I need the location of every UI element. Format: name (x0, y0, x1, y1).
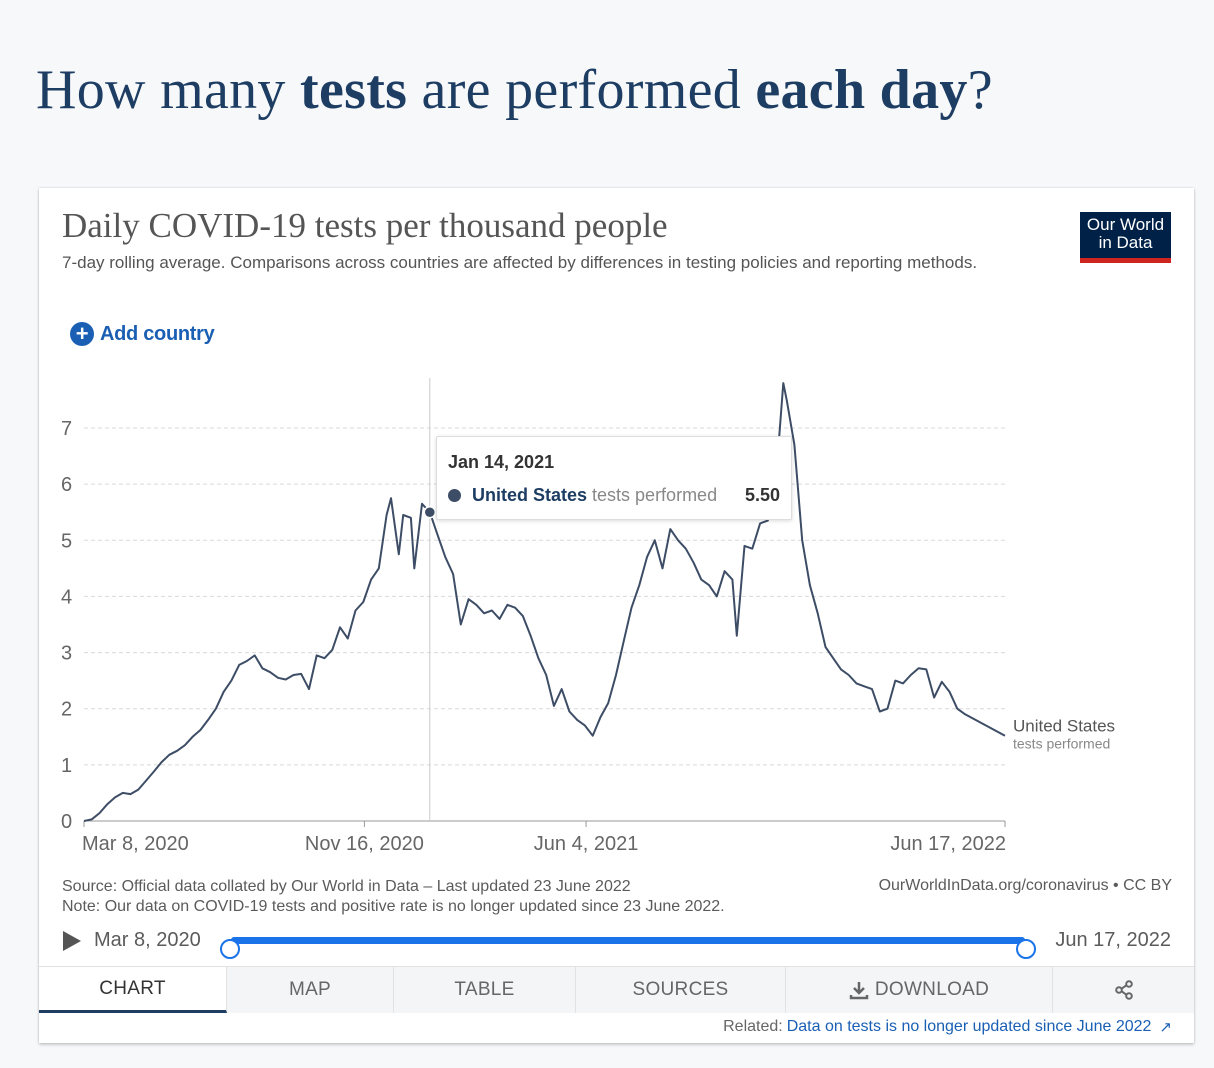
x-tick-label: Jun 17, 2022 (890, 833, 1006, 855)
tab-label: DOWNLOAD (874, 979, 990, 1000)
owid-url-link[interactable]: OurWorldInData.org/coronavirus • CC BY (878, 877, 1172, 894)
related-prefix: Related: (723, 1018, 783, 1035)
add-country-button[interactable]: + Add country (70, 322, 215, 346)
headline-part: are performed (407, 59, 756, 121)
timeline-end-handle[interactable] (1016, 939, 1036, 959)
hover-tooltip: Jan 14, 2021 United States tests perform… (436, 436, 792, 520)
tab-bar: CHART MAP TABLE SOURCES DOWNLOAD (39, 966, 1194, 1013)
chart-title: Daily COVID-19 tests per thousand people (62, 206, 668, 245)
tooltip-entity: United States (472, 485, 588, 505)
x-tick-label: Nov 16, 2020 (305, 833, 424, 855)
timeline-end-label: Jun 17, 2022 (1055, 929, 1171, 951)
y-tick-label: 1 (61, 755, 72, 777)
y-tick-label: 3 (61, 643, 72, 665)
tab-table[interactable]: TABLE (394, 967, 576, 1013)
series-label-metric: tests performed (1013, 736, 1110, 752)
timeline-track[interactable] (220, 937, 1036, 959)
headline-emphasis: tests (300, 59, 408, 121)
headline-part: How many (36, 59, 300, 121)
share-icon (1114, 980, 1133, 1000)
owid-logo[interactable]: Our World in Data (1080, 212, 1171, 263)
download-icon (849, 982, 869, 1000)
page-headline: How many tests are performed each day? (36, 58, 993, 122)
play-icon[interactable] (63, 931, 81, 951)
line-chart[interactable]: 0 1 2 3 4 5 6 7 Mar 8, 2020 Nov 16, 2020 Jun 4, 20… (39, 368, 1194, 858)
timeline-start-label: Mar 8, 2020 (94, 929, 201, 951)
y-tick-label: 6 (61, 474, 72, 496)
headline-part: ? (967, 59, 993, 121)
y-tick-label: 7 (61, 418, 72, 440)
x-tick-label: Jun 4, 2021 (534, 833, 639, 855)
x-tick-label: Mar 8, 2020 (82, 833, 189, 855)
y-tick-label: 0 (61, 811, 72, 833)
related-link[interactable]: Data on tests is no longer updated since… (786, 1018, 1152, 1035)
note-text: Note: Our data on COVID-19 tests and pos… (62, 898, 725, 915)
y-tick-label: 2 (61, 699, 72, 721)
logo-line2: in Data (1098, 233, 1153, 252)
tab-share[interactable] (1053, 967, 1194, 1013)
tooltip-metric: tests performed (592, 485, 718, 505)
tab-label: TABLE (454, 979, 515, 1000)
tab-label: CHART (99, 977, 166, 999)
tab-label: MAP (288, 979, 332, 1000)
tab-sources[interactable]: SOURCES (576, 967, 786, 1013)
hover-point (423, 505, 437, 519)
chart-subtitle: 7-day rolling average. Comparisons acros… (62, 253, 978, 272)
tooltip-value: 5.50 (744, 485, 780, 505)
y-tick-label: 5 (61, 530, 72, 552)
chart-card: Daily COVID-19 tests per thousand people… (39, 188, 1194, 1043)
series-dot-icon (448, 489, 461, 502)
y-tick-label: 4 (61, 586, 72, 608)
external-link-icon: ↗ (1159, 1019, 1172, 1036)
tab-label: SOURCES (632, 979, 729, 1000)
series-line-united-states (83, 382, 1006, 822)
related-note: Related: Data on tests is no longer upda… (723, 1018, 1172, 1036)
tooltip-row: United States tests performed 5.50 (448, 485, 780, 506)
plus-circle-icon: + (70, 322, 94, 346)
headline-emphasis: each day (755, 59, 968, 121)
series-label: United States (1013, 717, 1115, 736)
tab-download[interactable]: DOWNLOAD (786, 967, 1053, 1013)
timeline: Mar 8, 2020 Jun 17, 2022 (61, 926, 1171, 959)
tooltip-date: Jan 14, 2021 (448, 452, 555, 472)
timeline-start-handle[interactable] (220, 939, 240, 959)
add-country-label: Add country (100, 322, 215, 345)
logo-line1: Our World (1086, 215, 1165, 234)
tab-chart[interactable]: CHART (39, 967, 227, 1013)
source-text: Source: Official data collated by Our Wo… (62, 878, 631, 895)
tab-map[interactable]: MAP (227, 967, 394, 1013)
source-note: Source: Official data collated by Our Wo… (62, 877, 725, 917)
